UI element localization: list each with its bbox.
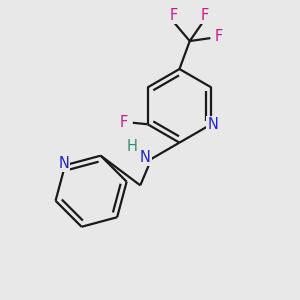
Text: N: N bbox=[58, 156, 69, 171]
Text: N: N bbox=[140, 150, 150, 165]
Text: F: F bbox=[200, 8, 208, 23]
Text: F: F bbox=[215, 29, 223, 44]
Text: F: F bbox=[120, 115, 128, 130]
Text: H: H bbox=[127, 139, 138, 154]
Text: N: N bbox=[207, 117, 218, 132]
Text: F: F bbox=[169, 8, 178, 23]
